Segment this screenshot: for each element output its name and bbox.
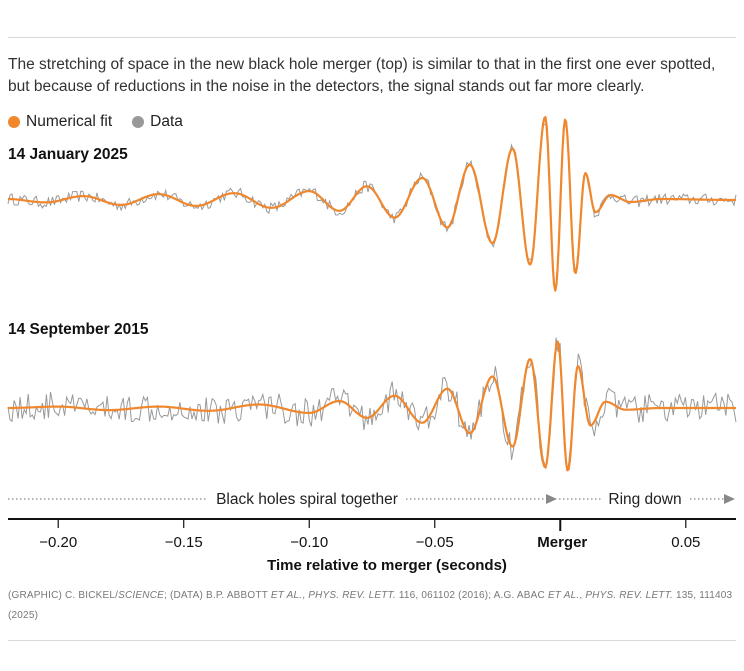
waveform-chart: Black holes spiral together Ring down −0… <box>7 116 737 574</box>
x-tick-label: −0.20 <box>39 534 77 551</box>
credit-part: ; (DATA) B.P. ABBOTT <box>164 590 271 601</box>
x-tick-label: −0.15 <box>165 534 203 551</box>
panel-0 <box>7 116 737 292</box>
x-tick-label: −0.10 <box>290 534 328 551</box>
credit-part: 135, 111403 (2025) <box>8 590 733 621</box>
data-series-line <box>7 121 737 291</box>
credit-part: SCIENCE <box>118 590 164 601</box>
fit-series-line <box>8 116 736 292</box>
legend-data-swatch <box>132 116 145 128</box>
panel-1 <box>7 337 737 472</box>
x-tick-label: Merger <box>537 534 587 551</box>
x-axis-ticks: −0.20 −0.15 −0.10 −0.05 Merger 0.05 <box>39 520 700 551</box>
x-axis-label: Time relative to merger (seconds) <box>267 557 507 574</box>
legend-data-label: Data <box>150 113 183 130</box>
spiral-annotation: Black holes spiral together <box>216 491 398 508</box>
credit-part: PHYS. REV. LETT. <box>308 590 396 601</box>
bottom-divider <box>8 640 736 641</box>
chart-description: The stretching of space in the new black… <box>8 56 716 95</box>
credit-part: (GRAPHIC) C. BICKEL/ <box>8 590 119 601</box>
data-series-line <box>7 337 737 469</box>
panel-title-2025: 14 January 2025 <box>8 146 128 163</box>
x-tick-label: 0.05 <box>671 534 700 551</box>
credit-part: PHYS. REV. LETT. <box>585 590 673 601</box>
legend-fit-swatch <box>8 116 20 128</box>
ringdown-arrowhead <box>724 494 735 504</box>
credit-part: 116, 061102 (2016); A.G. ABAC <box>395 590 548 601</box>
top-divider <box>8 37 736 38</box>
legend-item-fit: Numerical fit <box>8 113 112 131</box>
credit-part: ET AL. <box>547 590 580 601</box>
credit-part: , <box>579 590 586 601</box>
source-credit: (GRAPHIC) C. BICKEL/SCIENCE; (DATA) B.P.… <box>8 586 736 626</box>
x-tick-label: −0.05 <box>416 534 454 551</box>
credit-part: , <box>302 590 309 601</box>
panels-layer <box>7 116 737 472</box>
ringdown-annotation: Ring down <box>608 491 681 508</box>
annotation-row: Black holes spiral together Ring down <box>8 491 735 508</box>
credit-part: ET AL. <box>270 590 303 601</box>
fit-series-line <box>8 340 736 472</box>
legend-fit-label: Numerical fit <box>26 113 113 130</box>
legend: Numerical fit Data <box>8 113 203 131</box>
spiral-arrowhead <box>546 494 557 504</box>
panel-title-2015: 14 September 2015 <box>8 321 149 338</box>
legend-item-data: Data <box>132 113 183 131</box>
